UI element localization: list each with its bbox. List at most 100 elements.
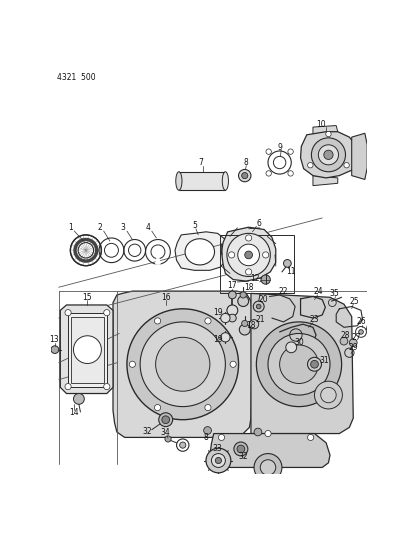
Bar	[71, 317, 104, 383]
Circle shape	[324, 150, 333, 159]
Circle shape	[321, 387, 336, 403]
Text: 24: 24	[314, 287, 323, 296]
Circle shape	[162, 416, 170, 424]
Circle shape	[129, 361, 135, 367]
Circle shape	[246, 269, 252, 275]
Text: 7: 7	[198, 158, 203, 167]
Circle shape	[344, 163, 349, 168]
Ellipse shape	[222, 172, 228, 190]
Circle shape	[311, 138, 346, 172]
Polygon shape	[352, 133, 367, 180]
Circle shape	[65, 384, 71, 390]
Text: 32: 32	[142, 427, 152, 436]
Circle shape	[242, 320, 248, 327]
Circle shape	[73, 336, 101, 364]
Circle shape	[159, 413, 173, 426]
Circle shape	[359, 329, 364, 334]
Polygon shape	[313, 175, 338, 185]
Circle shape	[266, 149, 271, 155]
Text: 23: 23	[310, 315, 319, 324]
Text: 17: 17	[228, 281, 237, 290]
Circle shape	[65, 310, 71, 316]
Circle shape	[256, 304, 261, 309]
Circle shape	[326, 131, 331, 137]
Text: 12: 12	[250, 273, 259, 282]
Circle shape	[260, 460, 276, 475]
Text: 28: 28	[341, 330, 350, 340]
Text: 31: 31	[319, 356, 328, 365]
Polygon shape	[222, 227, 276, 281]
Circle shape	[215, 457, 222, 464]
Text: 8: 8	[244, 158, 248, 167]
Circle shape	[221, 313, 230, 322]
Text: 14: 14	[69, 408, 79, 417]
Circle shape	[318, 145, 339, 165]
Text: 4: 4	[145, 223, 150, 232]
Circle shape	[104, 384, 110, 390]
Circle shape	[218, 434, 224, 440]
Text: 32: 32	[238, 452, 248, 461]
Ellipse shape	[176, 172, 182, 190]
Circle shape	[288, 149, 293, 155]
Circle shape	[239, 169, 251, 182]
Circle shape	[180, 442, 186, 448]
Text: 35: 35	[330, 289, 339, 298]
Circle shape	[155, 318, 161, 324]
Text: 5: 5	[193, 221, 197, 230]
Polygon shape	[251, 294, 353, 433]
Polygon shape	[301, 132, 357, 178]
Circle shape	[254, 454, 282, 481]
Circle shape	[263, 252, 269, 258]
Text: 20: 20	[259, 295, 268, 304]
Circle shape	[279, 345, 318, 384]
Circle shape	[238, 244, 259, 265]
Circle shape	[204, 426, 211, 434]
Circle shape	[268, 334, 330, 395]
Circle shape	[237, 445, 245, 453]
Text: 18: 18	[246, 321, 256, 330]
Circle shape	[286, 342, 297, 353]
Circle shape	[228, 252, 235, 258]
Bar	[179, 172, 225, 190]
Text: 6: 6	[256, 219, 261, 228]
Circle shape	[205, 405, 211, 411]
Circle shape	[140, 322, 225, 407]
Text: 8: 8	[204, 433, 208, 442]
Circle shape	[227, 305, 238, 316]
Circle shape	[227, 233, 271, 277]
Circle shape	[308, 434, 314, 440]
Text: 2: 2	[98, 223, 102, 232]
Bar	[68, 313, 107, 386]
Text: 13: 13	[49, 335, 59, 344]
Bar	[220, 235, 294, 293]
Text: 21: 21	[255, 315, 265, 324]
Circle shape	[51, 346, 59, 353]
Circle shape	[155, 337, 210, 391]
Text: 19: 19	[213, 335, 223, 344]
Polygon shape	[175, 232, 228, 270]
Circle shape	[245, 251, 253, 259]
Circle shape	[205, 318, 211, 324]
Text: 3: 3	[121, 223, 126, 232]
Polygon shape	[60, 305, 113, 393]
Circle shape	[239, 324, 250, 335]
Text: 33: 33	[213, 445, 222, 454]
Text: 27: 27	[352, 333, 361, 342]
Circle shape	[211, 454, 225, 467]
Circle shape	[240, 292, 246, 298]
Wedge shape	[156, 259, 160, 264]
Circle shape	[256, 322, 341, 407]
Text: 30: 30	[294, 338, 304, 347]
Circle shape	[261, 275, 271, 284]
Circle shape	[242, 173, 248, 179]
Circle shape	[228, 314, 236, 322]
Ellipse shape	[185, 239, 215, 265]
Polygon shape	[313, 126, 338, 135]
Text: 10: 10	[316, 119, 326, 128]
Circle shape	[165, 436, 171, 442]
Circle shape	[238, 296, 248, 306]
Circle shape	[284, 260, 291, 267]
Circle shape	[266, 171, 271, 176]
Text: 29: 29	[348, 343, 358, 352]
Text: 26: 26	[356, 318, 366, 326]
